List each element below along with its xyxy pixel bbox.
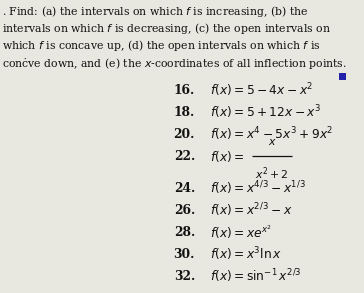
Bar (339, 73, 346, 80)
Text: 24.: 24. (174, 181, 195, 195)
Text: $f(x) = \sin^{-1} x^{2/3}$: $f(x) = \sin^{-1} x^{2/3}$ (210, 267, 302, 285)
Text: $f(x) = $: $f(x) = $ (210, 149, 244, 163)
Text: $f(x) = 5 + 12x - x^3$: $f(x) = 5 + 12x - x^3$ (210, 103, 321, 121)
Text: . Find: (a) the intervals on which $f$ is increasing, (b) the: . Find: (a) the intervals on which $f$ i… (2, 4, 308, 19)
Text: 30.: 30. (174, 248, 195, 260)
Text: $f(x) = x^4 - 5x^3 + 9x^2$: $f(x) = x^4 - 5x^3 + 9x^2$ (210, 125, 333, 143)
Text: 28.: 28. (174, 226, 195, 239)
Text: $x^2 + 2$: $x^2 + 2$ (255, 165, 289, 182)
Text: 18.: 18. (174, 105, 195, 118)
Text: $f(x) = x^3 \ln x$: $f(x) = x^3 \ln x$ (210, 245, 282, 263)
Text: 16.: 16. (174, 84, 195, 96)
Text: 20.: 20. (174, 127, 195, 141)
Text: $f(x) = x^{4/3} - x^{1/3}$: $f(x) = x^{4/3} - x^{1/3}$ (210, 179, 306, 197)
Text: $f(x) = xe^{x^2}$: $f(x) = xe^{x^2}$ (210, 223, 272, 241)
Text: 22.: 22. (174, 149, 195, 163)
Text: 32.: 32. (174, 270, 195, 282)
Text: conċve down, and (e) the $x$-coordinates of all inflection points.: conċve down, and (e) the $x$-coordinate… (2, 55, 347, 71)
Text: $x$: $x$ (268, 137, 276, 147)
Text: $f(x) = x^{2/3} - x$: $f(x) = x^{2/3} - x$ (210, 201, 293, 219)
Text: which $f$ is concave up, (d) the open intervals on which $f$ is: which $f$ is concave up, (d) the open in… (2, 38, 321, 53)
Text: intervals on which $f$ is decreasing, (c) the open intervals on: intervals on which $f$ is decreasing, (c… (2, 21, 331, 36)
Text: 26.: 26. (174, 204, 195, 217)
Text: $f(x) = 5 - 4x - x^2$: $f(x) = 5 - 4x - x^2$ (210, 81, 313, 99)
